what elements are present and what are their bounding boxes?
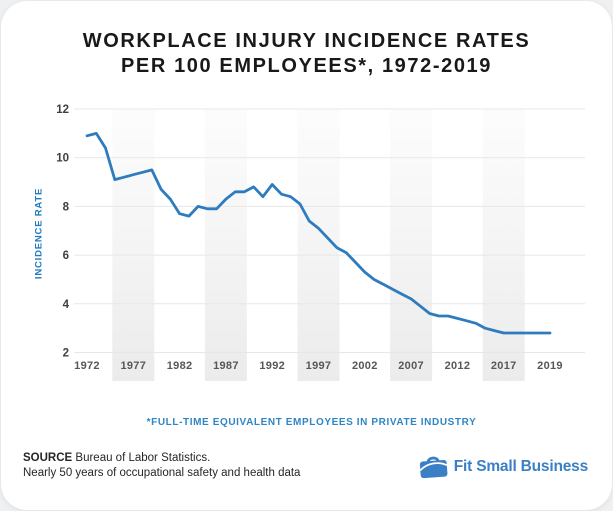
logo-text: Fit Small Business [453, 457, 588, 475]
y-tick-label: 6 [63, 250, 69, 262]
source-line2: Nearly 50 years of occupational safety a… [23, 466, 301, 479]
y-tick-label: 10 [56, 153, 69, 165]
line-chart: 12 10 8 6 4 2 1972 1977 1982 1987 1992 1997 2002 2007… [1, 96, 612, 396]
x-tick-label: 1982 [167, 360, 193, 372]
x-tick-label: 2012 [445, 360, 471, 372]
briefcase-icon [419, 456, 448, 479]
x-tick-label: 2019 [537, 360, 563, 372]
trend-line [85, 132, 552, 335]
source-line1: SOURCE Bureau of Labor Statistics. [23, 451, 300, 466]
chart-title-line2: PER 100 EMPLOYEES*, 1972-2019 [120, 55, 493, 77]
chart-title-line1: WORKPLACE INJURY INCIDENCE RATES [82, 30, 531, 52]
background-band [482, 109, 525, 381]
x-tick-label: 1997 [306, 360, 332, 372]
footnote: *FULL-TIME EQUIVALENT EMPLOYEES IN PRIVA… [146, 417, 477, 428]
background-band [204, 109, 247, 381]
y-tick-label: 8 [63, 201, 70, 213]
y-tick-label: 12 [56, 104, 69, 116]
x-tick-label: 1972 [74, 360, 100, 372]
x-tick-label: 2002 [352, 360, 378, 372]
x-tick-label: 2017 [491, 360, 517, 372]
x-tick-label: 1977 [120, 360, 146, 372]
line-chart-svg: 12 10 8 6 4 2 1972 1977 1982 1987 1992 1997 2002 2007… [56, 104, 585, 381]
source-label: SOURCE [23, 452, 73, 464]
x-tick-label: 1992 [259, 360, 285, 372]
x-tick-label: 1987 [213, 360, 239, 372]
background-band [112, 109, 155, 381]
y-tick-label: 2 [63, 348, 69, 360]
source-attribution: SOURCE Bureau of Labor Statistics. Nearl… [23, 451, 300, 480]
x-tick-label: 2007 [398, 360, 424, 372]
chart-title: WORKPLACE INJURY INCIDENCE RATES PER 100… [1, 29, 612, 79]
fit-small-business-logo: Fit Small Business [419, 454, 588, 479]
background-band [390, 109, 433, 381]
y-tick-label: 4 [63, 299, 70, 311]
source-text: Bureau of Labor Statistics. [75, 452, 211, 464]
